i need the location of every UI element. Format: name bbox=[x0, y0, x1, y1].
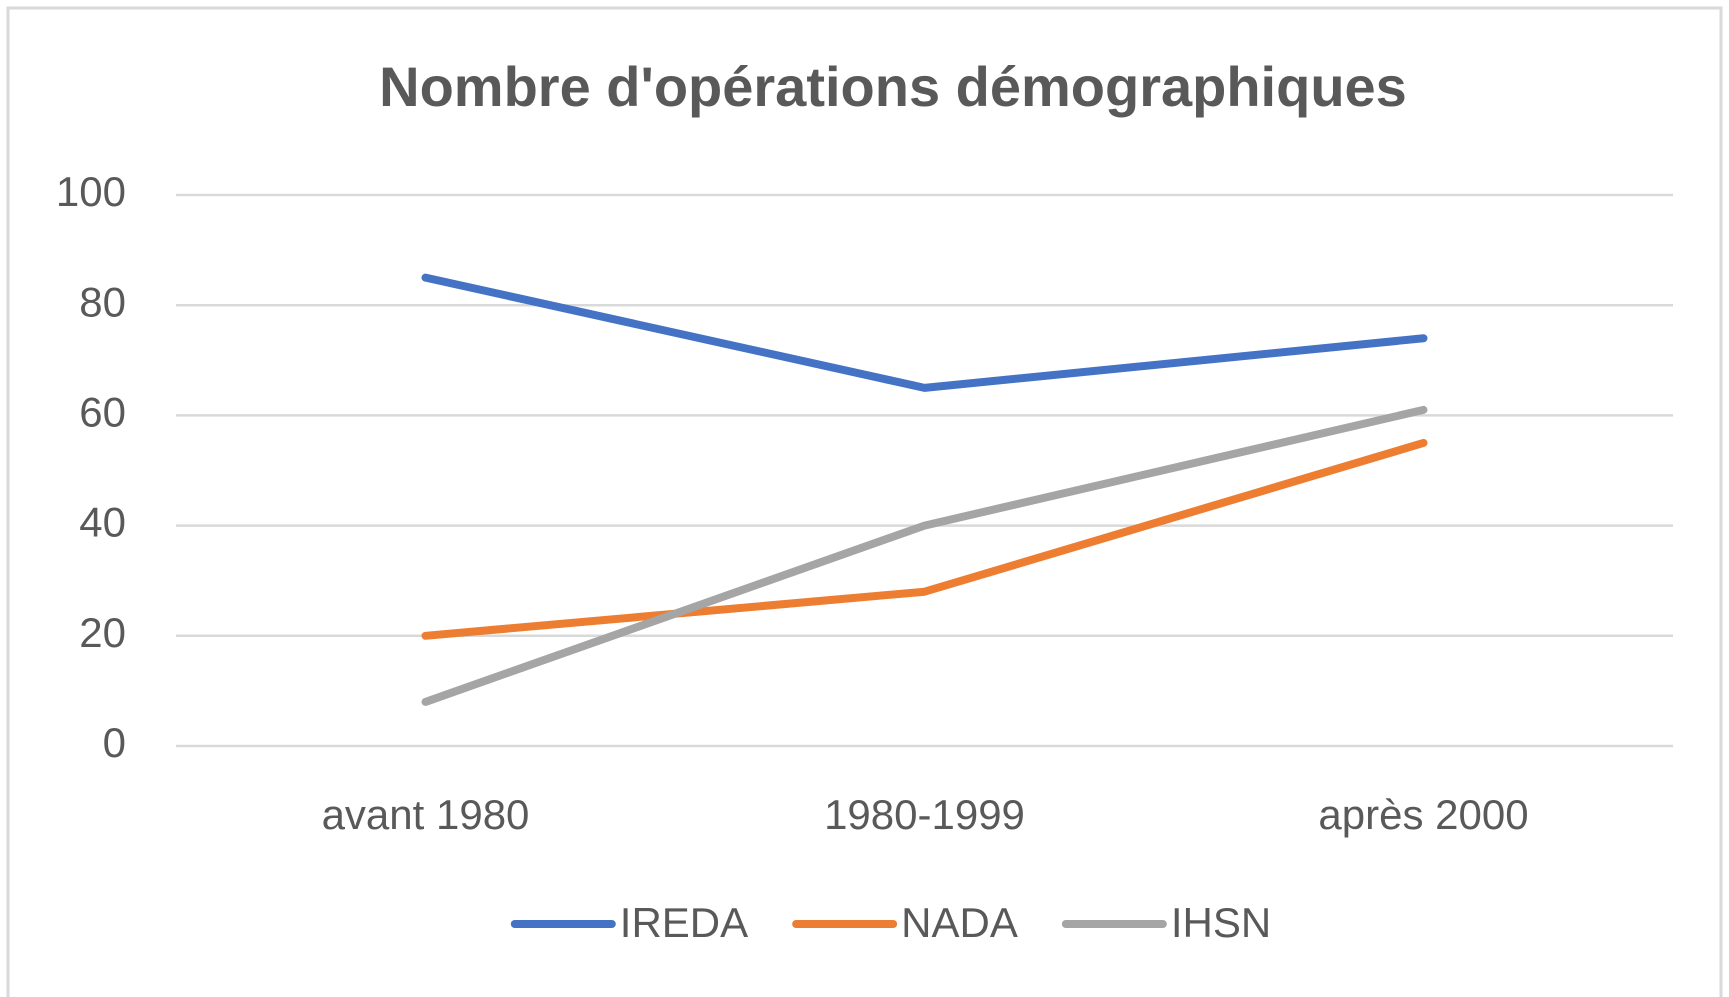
legend-label: IHSN bbox=[1171, 899, 1271, 946]
y-tick-label: 100 bbox=[56, 168, 126, 215]
y-tick-label: 40 bbox=[79, 499, 126, 546]
y-tick-label: 60 bbox=[79, 388, 126, 435]
legend-label: NADA bbox=[901, 899, 1018, 946]
y-tick-label: 0 bbox=[103, 719, 126, 766]
x-tick-label: avant 1980 bbox=[322, 791, 530, 838]
chart-frame bbox=[6, 6, 1723, 997]
series-line bbox=[421, 273, 1428, 392]
chart-title: Nombre d'opérations démographiques bbox=[379, 55, 1407, 118]
series-line bbox=[421, 438, 1428, 640]
y-tick-label: 80 bbox=[79, 278, 126, 325]
series-line bbox=[421, 405, 1428, 706]
x-tick-label: après 2000 bbox=[1318, 791, 1528, 838]
legend-label: IREDA bbox=[620, 899, 748, 946]
x-tick-label: 1980-1999 bbox=[824, 791, 1025, 838]
y-tick-label: 20 bbox=[79, 609, 126, 656]
